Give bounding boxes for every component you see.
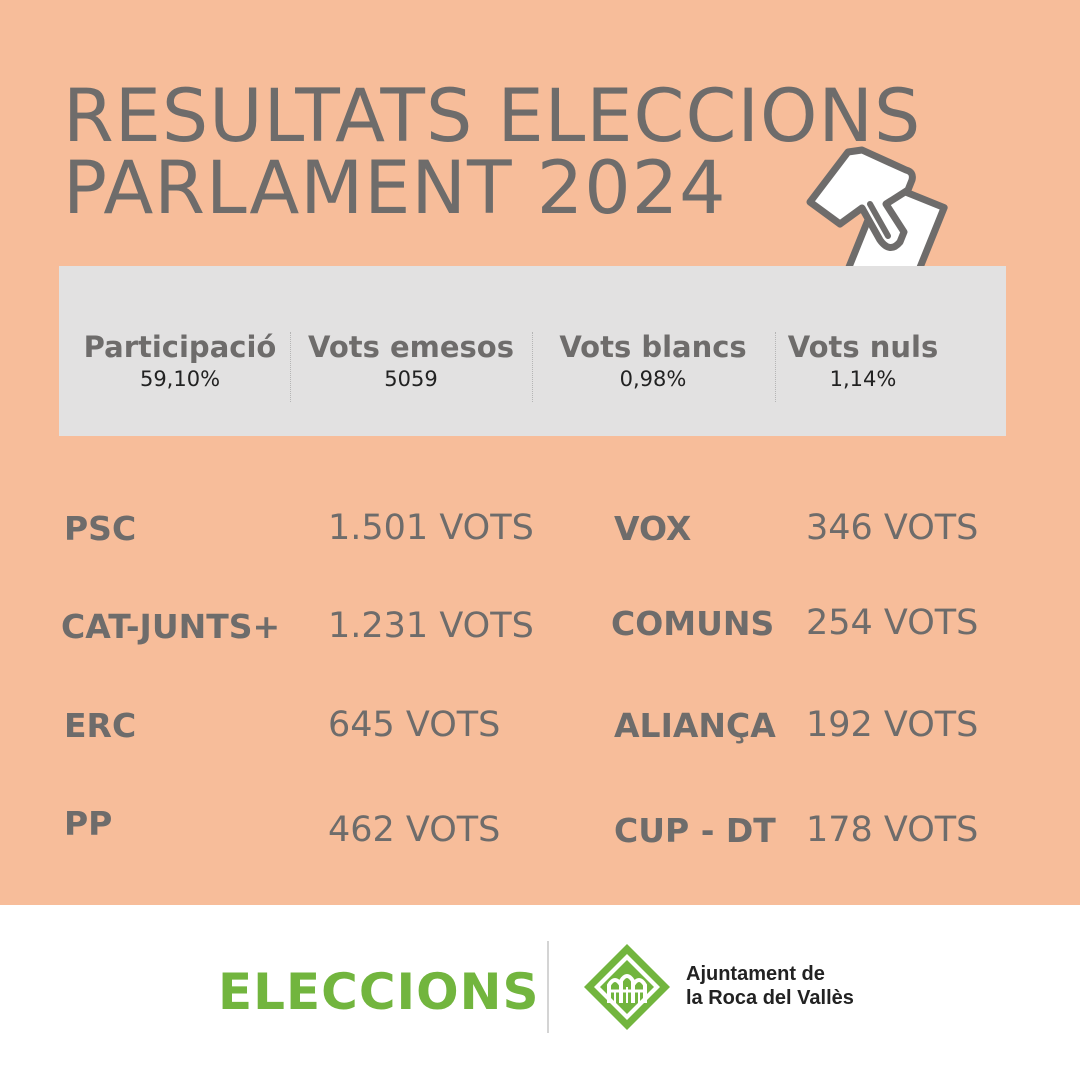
stats-bar: Participació 59,10% Vots emesos 5059 Vot… [59,266,1006,436]
stat-divider [775,332,776,402]
party-votes: 346 VOTS [806,508,979,548]
party-votes: 645 VOTS [328,705,501,745]
stat-label: Vots emesos [307,330,514,364]
organization-name: Ajuntament de la Roca del Vallès [686,962,854,1010]
party-name: ERC [64,706,137,745]
party-votes: 254 VOTS [806,603,979,643]
stat-divider [290,332,291,402]
stat-value: 1,14% [829,366,897,391]
party-votes: 1.231 VOTS [328,606,534,646]
results-panel: RESULTATS ELECCIONS PARLAMENT 2024 Parti… [0,0,1080,905]
party-votes: 1.501 VOTS [328,508,534,548]
title-line-2: PARLAMENT 2024 [63,146,727,231]
stat-value: 0,98% [619,366,687,391]
party-votes: 192 VOTS [806,705,979,745]
party-name: CAT-JUNTS+ [61,607,281,646]
stat-label: Vots blancs [559,330,747,364]
stat-divider [532,332,533,402]
party-name: ALIANÇA [614,706,776,745]
org-line-1: Ajuntament de [686,963,825,985]
stat-participation: Participació 59,10% [59,330,301,391]
party-name: PSC [64,509,137,548]
org-line-2: la Roca del Vallès [686,987,854,1009]
stat-null-votes: Vots nuls 1,14% [742,330,984,391]
stat-blank-votes: Vots blancs 0,98% [532,330,774,391]
party-votes: 462 VOTS [328,810,501,850]
stat-label: Vots nuls [787,330,939,364]
party-name: PP [64,804,113,843]
party-name: COMUNS [611,604,775,643]
stat-value: 5059 [384,366,438,391]
footer: ELECCIONS Ajuntament de la Roca del Vall… [0,905,1080,1080]
footer-divider [547,941,549,1033]
footer-label: ELECCIONS [218,963,540,1021]
ajuntament-logo [584,944,670,1030]
title-line-1: RESULTATS ELECCIONS [63,74,922,159]
stat-value: 59,10% [139,366,221,391]
stat-votes-cast: Vots emesos 5059 [290,330,532,391]
party-name: CUP - DT [614,811,776,850]
stat-label: Participació [83,330,277,364]
party-votes: 178 VOTS [806,810,979,850]
party-name: VOX [614,509,692,548]
